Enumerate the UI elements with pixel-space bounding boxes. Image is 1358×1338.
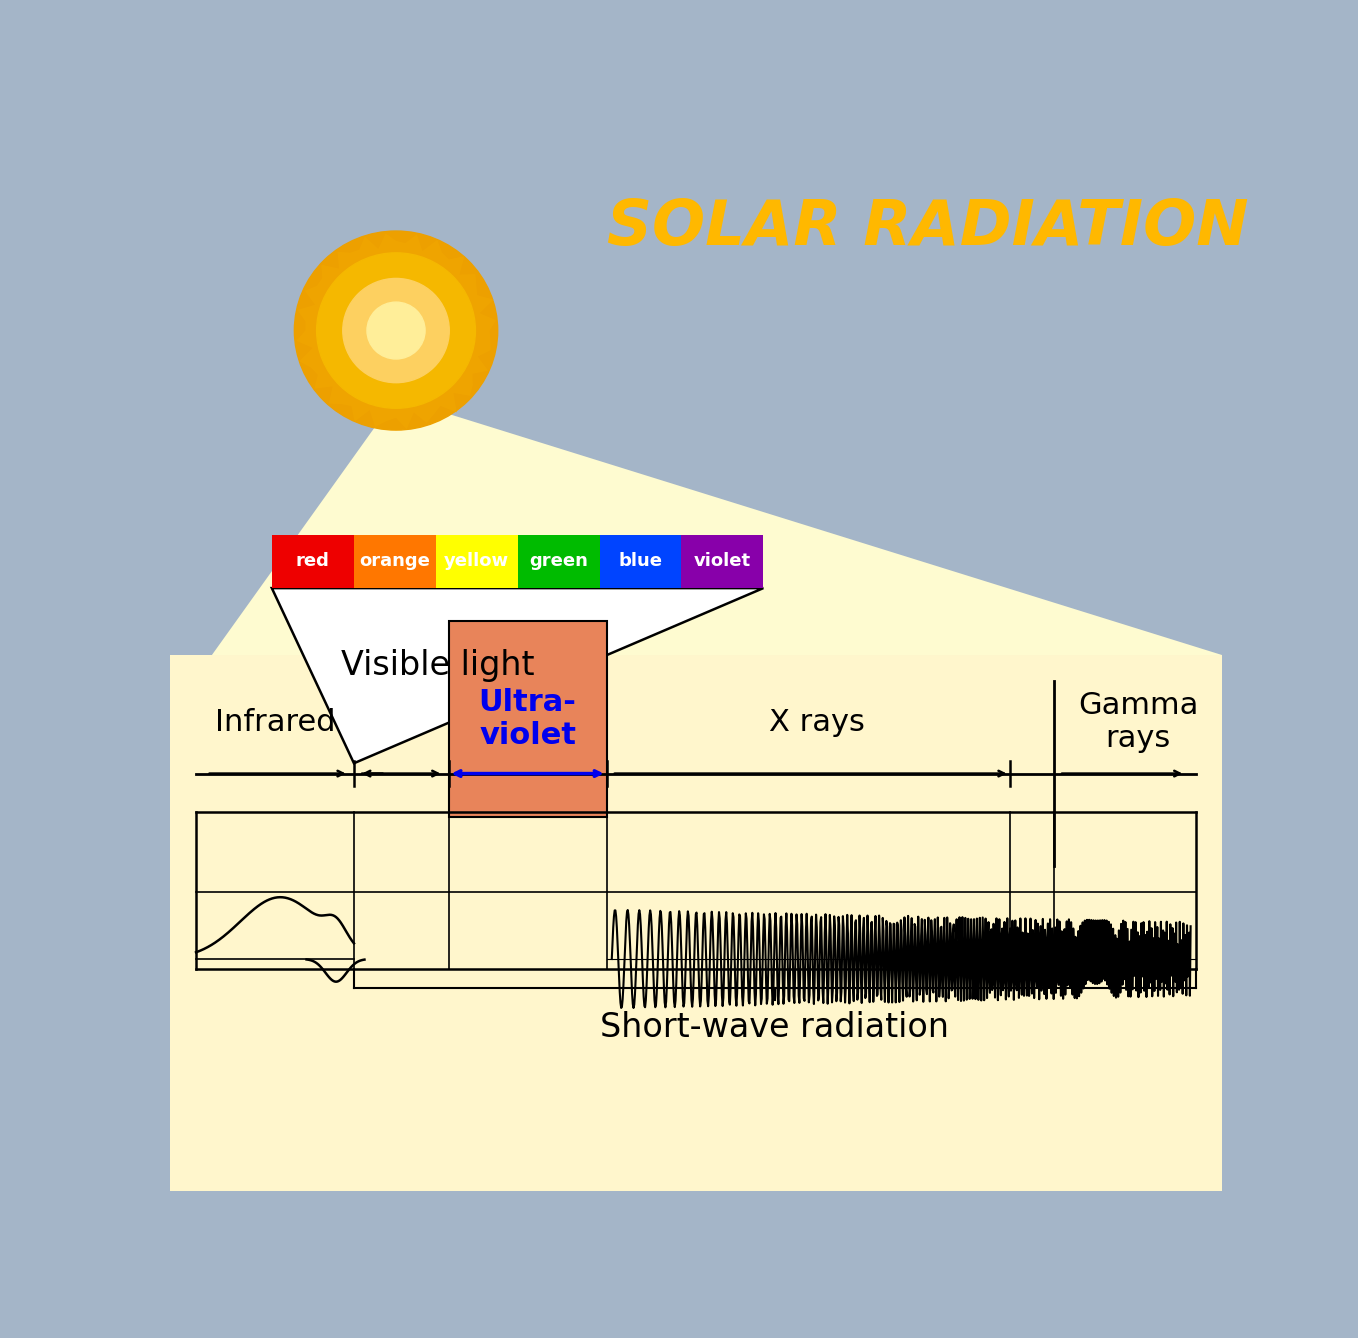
- Text: violet: violet: [694, 553, 751, 570]
- Circle shape: [342, 278, 449, 383]
- Polygon shape: [170, 161, 1222, 656]
- Text: Ultra-
violet: Ultra- violet: [478, 688, 577, 751]
- Bar: [599, 535, 682, 589]
- Text: blue: blue: [618, 553, 663, 570]
- Circle shape: [316, 253, 475, 408]
- Text: Infrared: Infrared: [215, 708, 335, 736]
- Bar: [517, 535, 599, 589]
- Bar: [682, 535, 763, 589]
- Bar: [436, 535, 517, 589]
- Polygon shape: [212, 397, 1222, 656]
- Bar: [272, 535, 353, 589]
- Polygon shape: [170, 656, 1222, 1191]
- Text: green: green: [530, 553, 588, 570]
- Text: red: red: [296, 553, 330, 570]
- Polygon shape: [296, 233, 496, 429]
- Text: X rays: X rays: [769, 708, 865, 736]
- Text: Short-wave radiation: Short-wave radiation: [600, 1010, 949, 1044]
- Polygon shape: [272, 589, 763, 763]
- Bar: [448, 621, 607, 816]
- Text: orange: orange: [360, 553, 430, 570]
- Circle shape: [367, 302, 425, 359]
- Text: Gamma
rays: Gamma rays: [1078, 690, 1198, 753]
- Bar: [353, 535, 436, 589]
- Text: yellow: yellow: [444, 553, 509, 570]
- Circle shape: [295, 231, 497, 429]
- Text: Visible light: Visible light: [341, 649, 535, 682]
- Text: SOLAR RADIATION: SOLAR RADIATION: [607, 198, 1248, 257]
